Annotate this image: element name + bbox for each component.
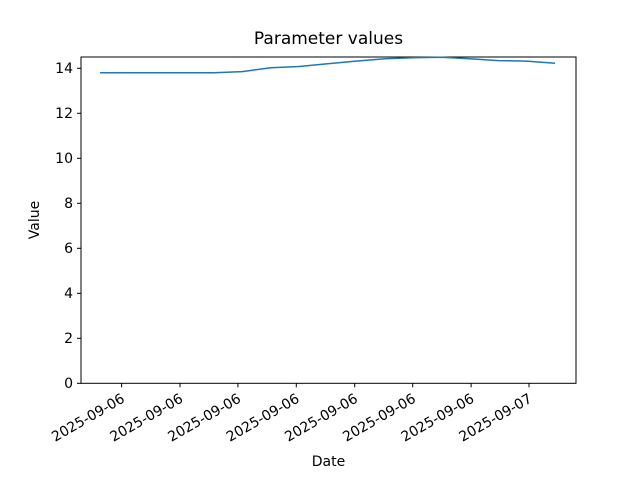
y-tick-label: 12 <box>55 106 73 122</box>
y-tick-label: 0 <box>64 376 73 392</box>
y-axis-label: Value <box>27 200 43 240</box>
y-tick-label: 8 <box>64 196 73 212</box>
y-tick-label: 4 <box>64 286 73 302</box>
y-tick-label: 14 <box>55 61 73 77</box>
x-axis-label: Date <box>311 454 346 470</box>
chart-title: Parameter values <box>253 29 404 49</box>
y-tick-label: 10 <box>55 151 73 167</box>
plot-frame <box>80 56 577 384</box>
y-tick-label: 2 <box>64 331 73 347</box>
series-line <box>100 56 556 74</box>
y-tick-label: 6 <box>64 241 73 257</box>
